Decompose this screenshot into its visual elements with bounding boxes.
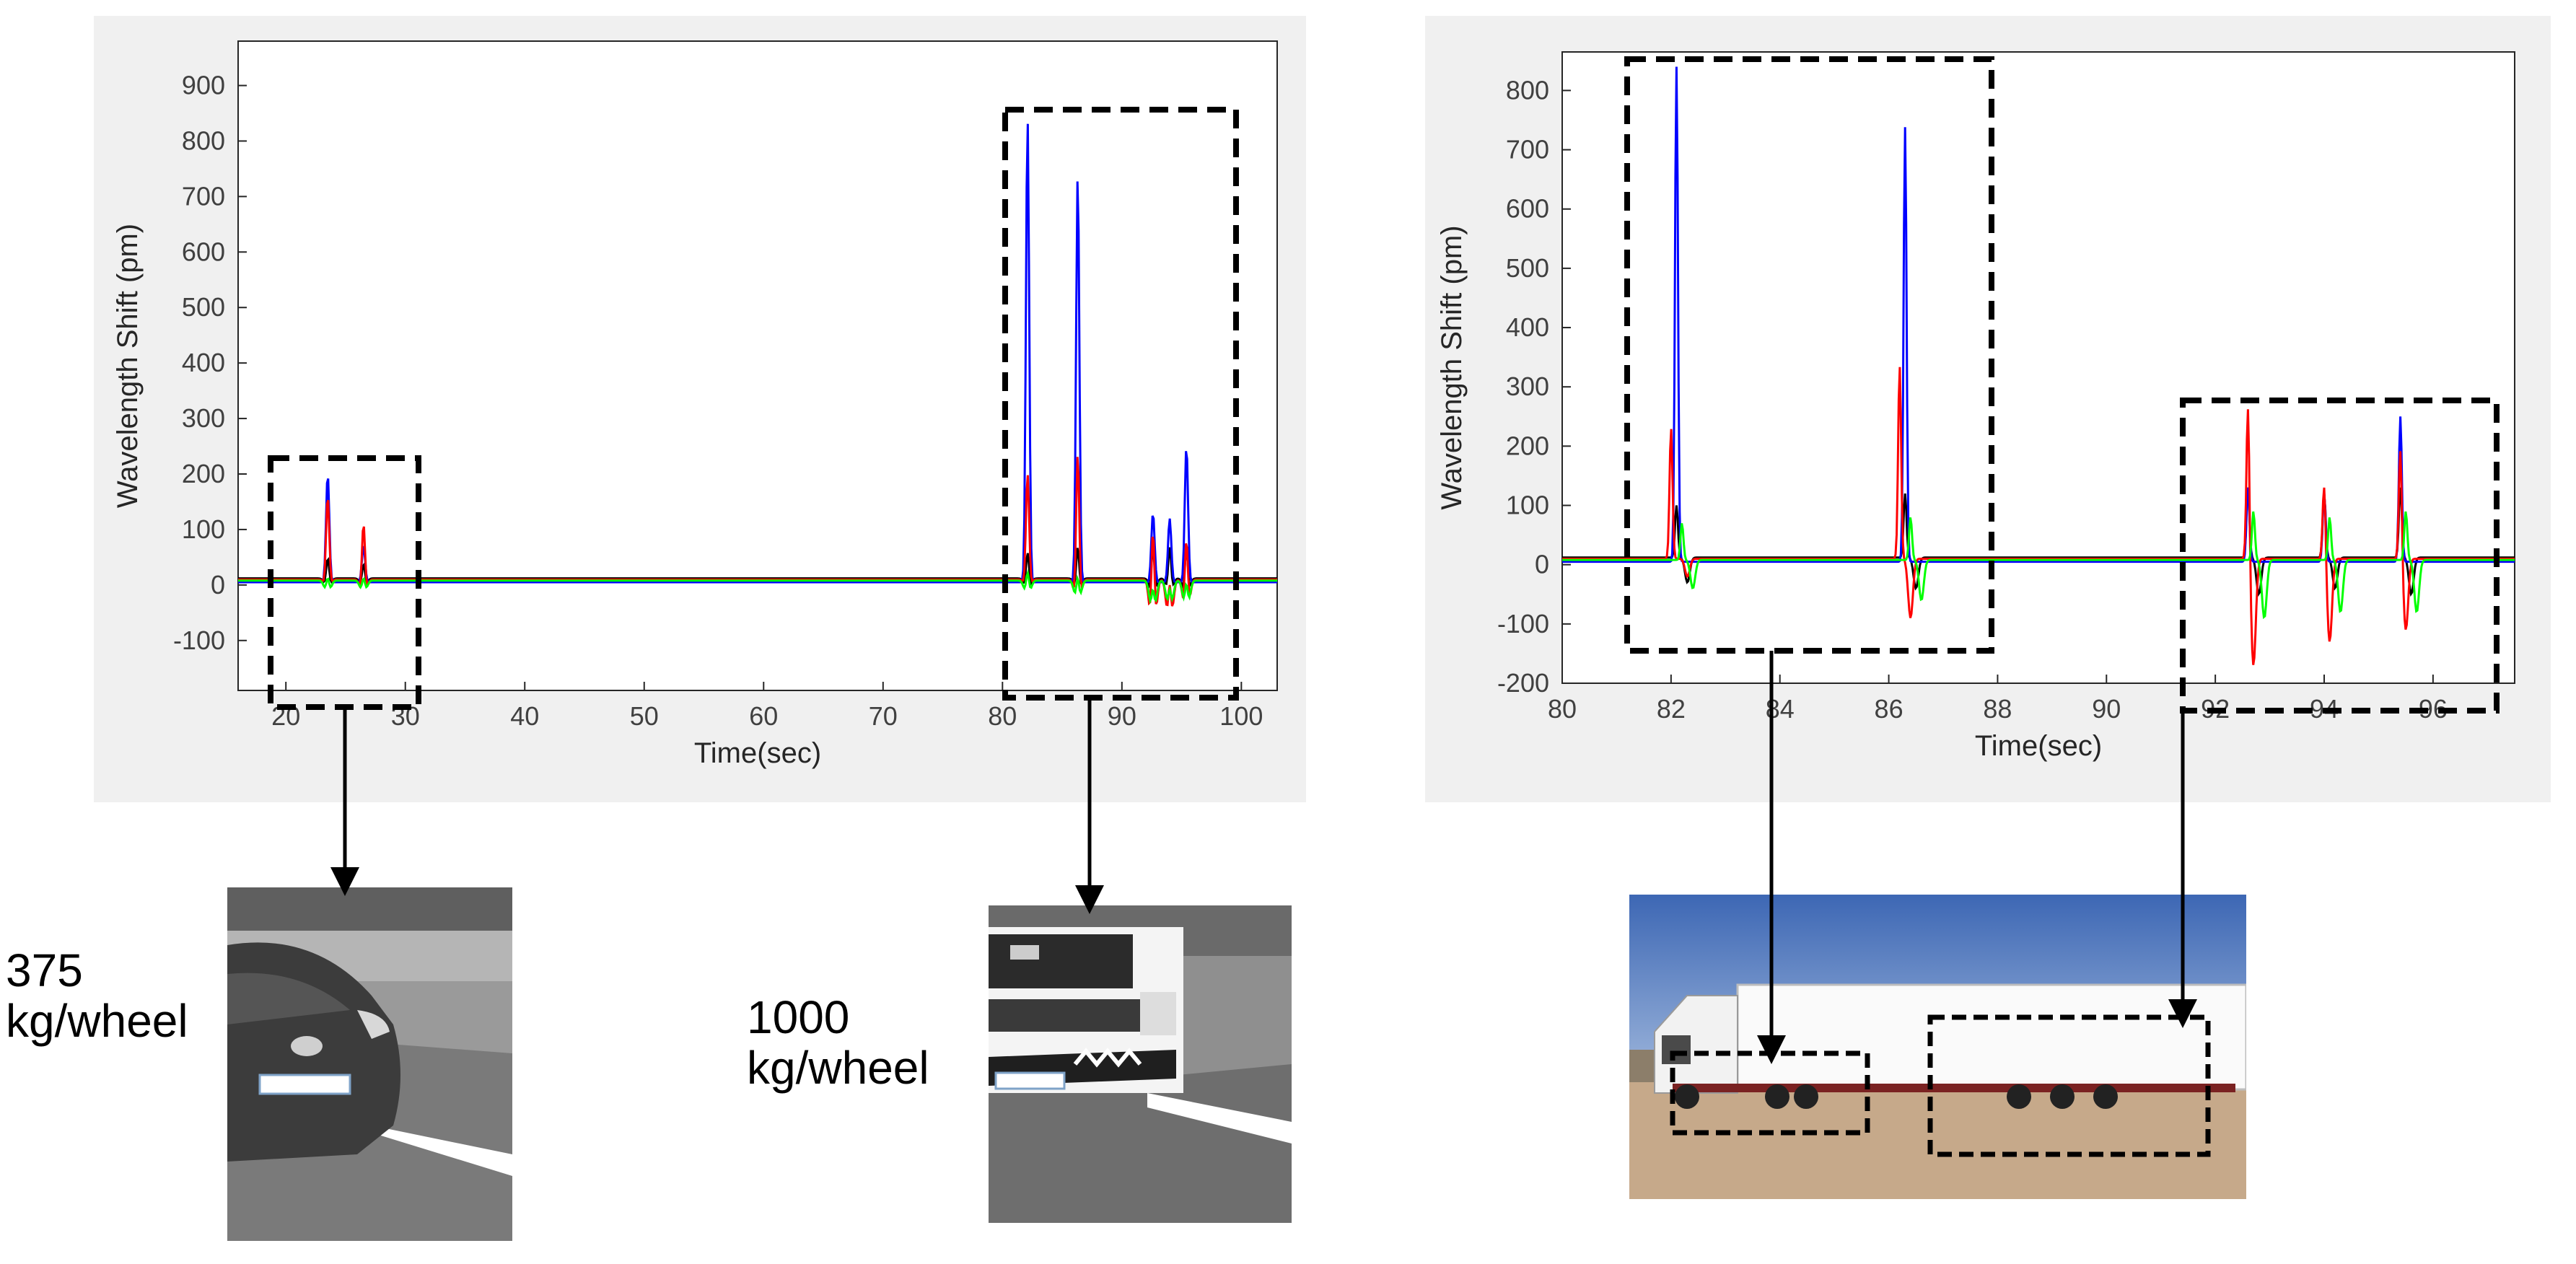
y-tick-label: 600: [1506, 194, 1549, 224]
truck-event-box: [1002, 107, 1239, 701]
y-tick-label: 700: [182, 181, 225, 211]
series-line: [1562, 487, 2515, 597]
y-tick-label: 500: [182, 292, 225, 322]
y-tick-label: 300: [182, 403, 225, 433]
series-line: [238, 569, 1277, 605]
series-line: [1562, 367, 2515, 665]
tractor-wheels-box: [1670, 1050, 1870, 1136]
y-tick-label: -200: [1497, 668, 1549, 698]
car-load-caption: 375 kg/wheel: [6, 944, 188, 1047]
y-tick-label: 800: [1506, 75, 1549, 105]
y-tick-label: 600: [182, 237, 225, 266]
y-axis-label: Wavelength Shift (pm): [112, 224, 144, 508]
y-tick-label: 100: [182, 514, 225, 544]
x-axis-label: Time(sec): [1975, 730, 2102, 762]
y-tick-label: 400: [1506, 312, 1549, 342]
car-event-box: [268, 455, 421, 710]
y-tick-label: 900: [182, 71, 225, 100]
x-tick-label: 60: [749, 701, 778, 731]
x-tick-label: 80: [1548, 694, 1577, 724]
y-axis-label: Wavelength Shift (pm): [1436, 225, 1468, 509]
x-tick-label: 50: [630, 701, 659, 731]
car-photo: [227, 887, 512, 1241]
y-tick-label: 200: [1506, 431, 1549, 460]
y-tick-label: 700: [1506, 135, 1549, 164]
x-tick-label: 40: [510, 701, 539, 731]
series-line: [1562, 66, 2515, 563]
x-tick-label: 80: [988, 701, 1017, 731]
series-line: [238, 545, 1277, 589]
x-tick-label: 90: [2092, 694, 2121, 724]
y-tick-label: 400: [182, 348, 225, 377]
x-tick-label: 82: [1657, 694, 1686, 724]
x-tick-label: 86: [1875, 694, 1903, 724]
y-tick-label: 0: [211, 570, 225, 600]
y-tick-label: 800: [182, 126, 225, 155]
trailer-axle-box: [2180, 398, 2500, 714]
tractor-axle-box: [1624, 56, 1994, 654]
series-line: [1562, 511, 2515, 620]
x-tick-label: 90: [1108, 701, 1136, 731]
x-tick-label: 70: [869, 701, 898, 731]
y-tick-label: -100: [1497, 609, 1549, 638]
x-tick-label: 100: [1219, 701, 1263, 731]
y-tick-label: 500: [1506, 253, 1549, 283]
truck-side-photo: [1629, 895, 2246, 1199]
truck-load-caption: 1000 kg/wheel: [747, 991, 929, 1094]
truck-front-photo: [989, 905, 1292, 1223]
plot-area: [1561, 51, 2515, 684]
y-tick-label: 200: [182, 459, 225, 488]
x-axis-label: Time(sec): [694, 737, 821, 769]
y-tick-label: -100: [173, 626, 225, 655]
y-tick-label: 100: [1506, 491, 1549, 520]
trailer-wheels-box: [1927, 1014, 2211, 1157]
y-tick-label: 300: [1506, 372, 1549, 401]
x-tick-label: 88: [1983, 694, 2012, 724]
y-tick-label: 0: [1535, 550, 1549, 579]
series-line: [238, 123, 1277, 584]
